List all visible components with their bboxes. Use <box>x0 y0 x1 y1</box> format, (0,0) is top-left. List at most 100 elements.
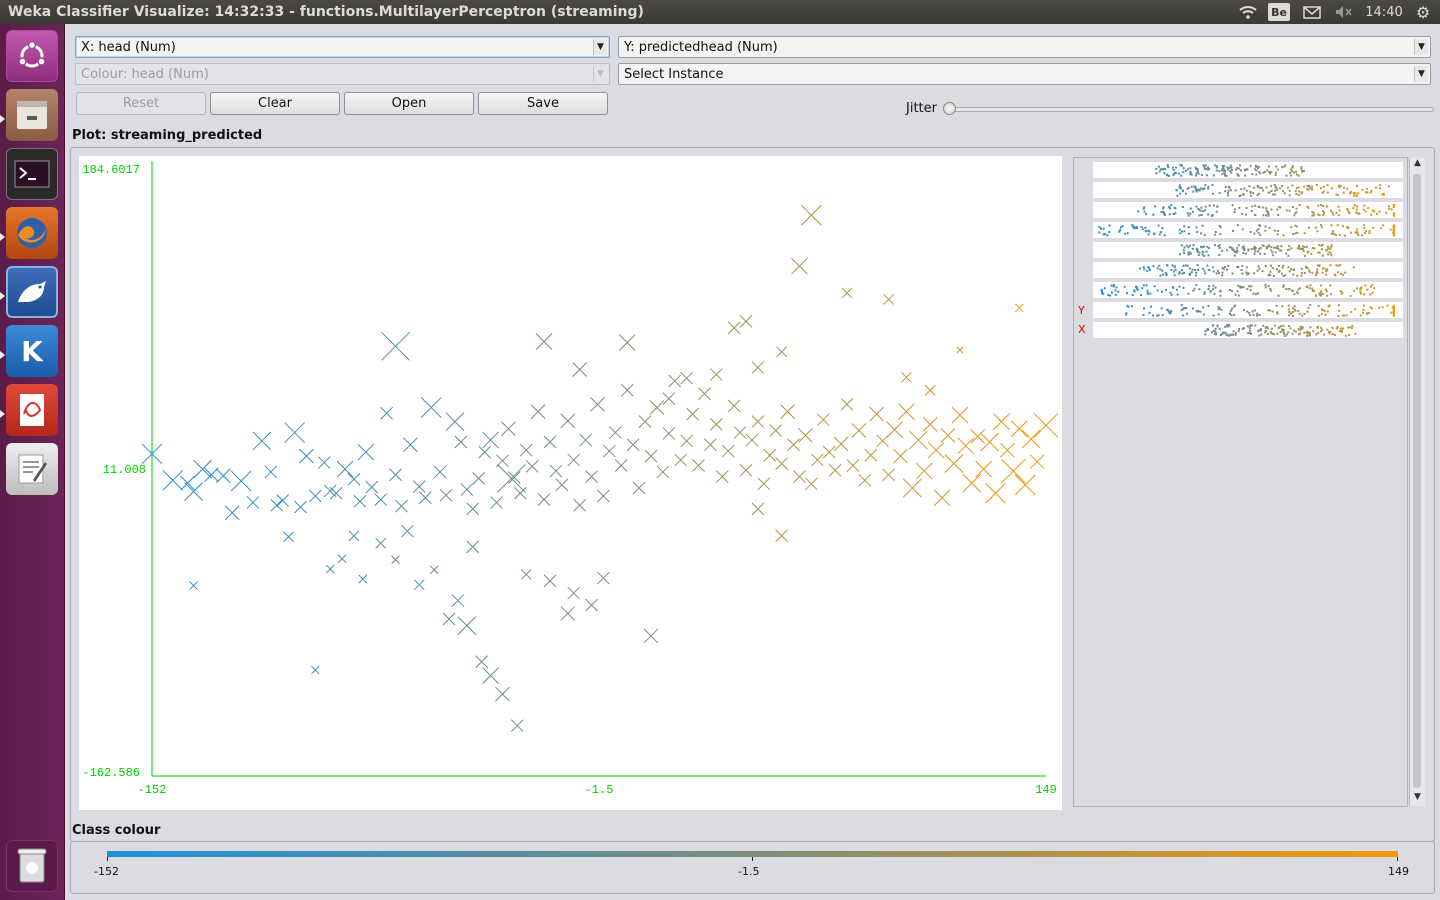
data-point-118[interactable] <box>940 428 956 443</box>
weka-icon[interactable] <box>6 266 58 318</box>
data-point-160[interactable] <box>776 346 788 358</box>
data-point-124[interactable] <box>975 460 992 478</box>
data-point-24[interactable] <box>365 480 379 494</box>
data-point-22[interactable] <box>353 495 367 508</box>
data-point-98[interactable] <box>822 445 836 459</box>
data-point-89[interactable] <box>769 424 783 437</box>
data-point-114[interactable] <box>915 462 933 480</box>
data-point-40[interactable] <box>478 445 492 459</box>
data-point-0[interactable] <box>141 443 163 465</box>
data-point-112[interactable] <box>902 478 922 498</box>
data-point-111[interactable] <box>898 403 915 421</box>
data-point-64[interactable] <box>620 383 634 397</box>
data-point-134[interactable] <box>1033 413 1059 438</box>
scroll-down-arrow-icon[interactable]: ▼ <box>1414 792 1421 802</box>
data-point-180[interactable] <box>401 524 414 538</box>
data-point-141[interactable] <box>475 655 489 669</box>
data-point-137[interactable] <box>429 565 439 575</box>
data-point-28[interactable] <box>395 499 408 513</box>
scrollbar-thumb[interactable] <box>1413 174 1421 788</box>
data-point-147[interactable] <box>585 598 598 612</box>
data-point-95[interactable] <box>805 477 818 491</box>
data-point-5[interactable] <box>204 467 219 483</box>
data-point-176[interactable] <box>924 384 936 396</box>
data-point-72[interactable] <box>668 374 682 388</box>
ubuntu-logo-icon[interactable] <box>6 30 58 82</box>
data-point-148[interactable] <box>597 571 610 585</box>
data-point-155[interactable] <box>381 331 410 361</box>
data-point-55[interactable] <box>567 453 581 467</box>
data-point-7[interactable] <box>224 505 240 521</box>
data-point-20[interactable] <box>336 460 354 478</box>
data-point-76[interactable] <box>692 459 705 472</box>
data-point-35[interactable] <box>445 412 465 431</box>
data-point-11[interactable] <box>264 465 278 479</box>
data-point-12[interactable] <box>276 494 290 507</box>
data-point-8[interactable] <box>230 470 252 492</box>
data-point-88[interactable] <box>763 448 777 462</box>
data-point-171[interactable] <box>189 581 198 590</box>
data-point-9[interactable] <box>246 496 260 509</box>
data-point-65[interactable] <box>626 438 640 452</box>
data-point-163[interactable] <box>801 204 822 226</box>
data-point-154[interactable] <box>337 554 347 564</box>
data-point-38[interactable] <box>466 502 480 516</box>
data-point-106[interactable] <box>869 406 885 422</box>
data-point-45[interactable] <box>507 471 521 484</box>
data-point-33[interactable] <box>433 465 447 479</box>
data-point-63[interactable] <box>614 459 628 472</box>
data-point-122[interactable] <box>962 473 982 493</box>
data-point-25[interactable] <box>374 493 388 507</box>
y-axis-select[interactable]: Y: predictedhead (Num) ▼ <box>618 36 1431 58</box>
data-point-125[interactable] <box>980 432 999 452</box>
data-point-117[interactable] <box>933 489 951 507</box>
data-point-84[interactable] <box>739 463 753 477</box>
data-point-14[interactable] <box>294 500 307 514</box>
attribute-strip-6[interactable] <box>1093 282 1403 298</box>
data-point-71[interactable] <box>662 427 676 440</box>
data-point-105[interactable] <box>864 448 878 462</box>
data-point-54[interactable] <box>560 413 576 429</box>
data-point-46[interactable] <box>513 486 527 500</box>
terminal-icon[interactable] <box>6 148 58 200</box>
data-point-30[interactable] <box>412 480 426 493</box>
data-point-120[interactable] <box>951 406 969 424</box>
data-point-17[interactable] <box>317 456 331 469</box>
data-point-170[interactable] <box>497 464 526 493</box>
kile-icon[interactable]: K <box>6 325 58 377</box>
data-point-161[interactable] <box>751 361 765 374</box>
data-point-149[interactable] <box>643 628 659 644</box>
data-point-97[interactable] <box>816 413 830 427</box>
data-point-10[interactable] <box>252 431 272 451</box>
data-point-19[interactable] <box>329 486 343 500</box>
attribute-strip-1[interactable] <box>1093 182 1403 198</box>
data-point-3[interactable] <box>184 482 203 501</box>
data-point-179[interactable] <box>466 540 480 554</box>
data-point-113[interactable] <box>908 430 928 450</box>
data-point-87[interactable] <box>757 477 771 491</box>
data-point-52[interactable] <box>549 464 563 478</box>
attribute-strip-5[interactable] <box>1093 262 1403 278</box>
data-point-126[interactable] <box>985 482 1006 504</box>
data-point-68[interactable] <box>644 449 658 463</box>
volume-muted-icon[interactable] <box>1333 3 1355 21</box>
data-point-127[interactable] <box>993 413 1010 430</box>
data-point-173[interactable] <box>775 529 789 543</box>
data-point-36[interactable] <box>454 435 468 449</box>
data-point-79[interactable] <box>709 418 723 431</box>
data-point-159[interactable] <box>739 315 753 328</box>
data-point-16[interactable] <box>309 489 322 503</box>
data-point-39[interactable] <box>472 472 486 485</box>
data-point-56[interactable] <box>573 498 587 512</box>
attribute-strip-8[interactable] <box>1093 322 1403 338</box>
reset-button[interactable]: Reset <box>76 92 206 115</box>
x-axis-select[interactable]: X: head (Num) ▼ <box>75 36 610 58</box>
colour-select[interactable]: Colour: head (Num) ▼ <box>75 63 610 85</box>
data-point-61[interactable] <box>603 444 616 458</box>
data-point-145[interactable] <box>560 606 576 621</box>
data-point-169[interactable] <box>709 368 723 381</box>
data-point-132[interactable] <box>1021 429 1041 449</box>
data-point-138[interactable] <box>442 612 456 626</box>
data-point-101[interactable] <box>840 397 854 411</box>
data-point-165[interactable] <box>883 294 894 305</box>
